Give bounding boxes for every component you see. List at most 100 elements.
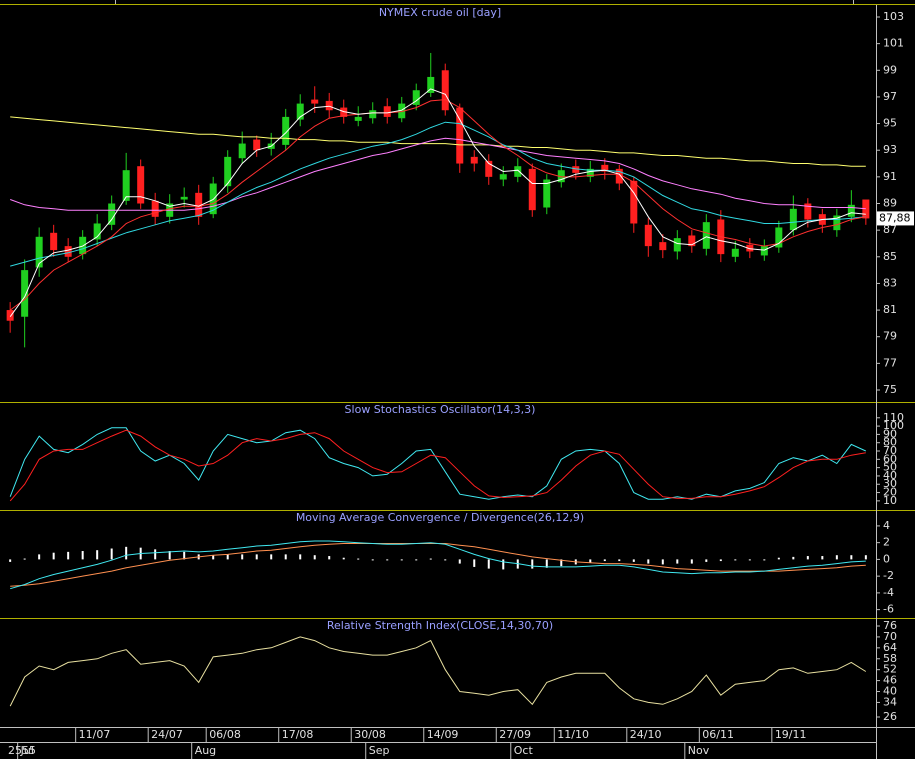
panel-title: Moving Average Convergence / Divergence(… bbox=[296, 511, 584, 524]
candle-body bbox=[441, 70, 449, 111]
x-tick-label: 06/11 bbox=[702, 728, 734, 741]
histogram-bar bbox=[270, 554, 273, 560]
y-tick-label: 70 bbox=[883, 444, 897, 457]
candle-body bbox=[688, 235, 696, 247]
plot-layer: 103 101 99 97 95 93 91 89 87 85 83 81 79 77 75 87,88 NYM… bbox=[6, 6, 914, 759]
histogram-bar bbox=[719, 559, 722, 562]
candle-body bbox=[354, 116, 362, 121]
y-tick-label: 81 bbox=[883, 303, 897, 316]
histogram-bar bbox=[342, 557, 345, 560]
candle-body bbox=[64, 246, 72, 257]
candle-body bbox=[180, 196, 188, 200]
histogram-bar bbox=[415, 559, 418, 561]
histogram-bar bbox=[487, 559, 490, 569]
histogram-bar bbox=[23, 558, 26, 560]
histogram-bar bbox=[168, 551, 171, 560]
candle-body bbox=[775, 227, 783, 248]
y-tick-label: 64 bbox=[883, 641, 897, 654]
candle-body bbox=[6, 310, 14, 321]
x-tick-label: 30/08 bbox=[354, 728, 386, 741]
histogram-bar bbox=[284, 554, 287, 560]
y-tick-label: 80 bbox=[883, 436, 897, 449]
candle-body bbox=[369, 110, 377, 119]
y-tick-label: 76 bbox=[883, 619, 897, 632]
y-tick-label: 2 bbox=[883, 536, 890, 549]
candle-body bbox=[108, 203, 116, 225]
candle-body bbox=[499, 174, 507, 180]
y-tick-label: 75 bbox=[883, 383, 897, 396]
histogram-bar bbox=[473, 559, 476, 567]
y-tick-label: 97 bbox=[883, 90, 897, 103]
y-tick-label: 10 bbox=[883, 494, 897, 507]
y-tick-label: 95 bbox=[883, 117, 897, 130]
candle-body bbox=[789, 208, 797, 231]
y-tick-label: 20 bbox=[883, 486, 897, 499]
histogram-bar bbox=[386, 559, 389, 561]
candle-body bbox=[731, 248, 739, 257]
y-tick-label: 89 bbox=[883, 197, 897, 210]
histogram-bar bbox=[81, 551, 84, 560]
histogram-bar bbox=[212, 555, 215, 560]
moving-average-line bbox=[10, 137, 866, 211]
y-tick-label: 85 bbox=[883, 250, 897, 263]
last-price-label: 87,88 bbox=[879, 211, 911, 224]
y-tick-label: 93 bbox=[883, 143, 897, 156]
histogram-bar bbox=[110, 548, 113, 560]
x-tick-label: 24/07 bbox=[151, 728, 183, 741]
candle-body bbox=[93, 223, 101, 240]
candle-body bbox=[253, 139, 261, 151]
histogram-bar bbox=[400, 559, 403, 561]
candle-body bbox=[760, 246, 768, 256]
candle-body bbox=[137, 166, 145, 204]
histogram-bar bbox=[371, 559, 374, 561]
y-tick-label: 87 bbox=[883, 223, 897, 236]
candle-body bbox=[79, 236, 87, 255]
y-tick-label: 4 bbox=[883, 519, 890, 532]
indicator-line bbox=[9, 429, 866, 502]
histogram-bar bbox=[589, 559, 592, 563]
y-tick-label: 101 bbox=[883, 37, 904, 50]
histogram-bar bbox=[96, 550, 99, 560]
candle-body bbox=[35, 236, 43, 268]
month-label: Sep bbox=[369, 744, 390, 757]
histogram-bar bbox=[52, 552, 55, 560]
y-tick-label: -6 bbox=[883, 603, 894, 616]
y-tick-label: 50 bbox=[883, 461, 897, 474]
y-tick-label: -2 bbox=[883, 569, 894, 582]
histogram-bar bbox=[661, 559, 664, 565]
candle-body bbox=[325, 100, 333, 111]
y-tick-label: 52 bbox=[883, 663, 897, 676]
histogram-bar bbox=[125, 546, 128, 560]
y-tick-label: 0 bbox=[883, 552, 890, 565]
histogram-bar bbox=[255, 554, 258, 560]
candle-body bbox=[296, 103, 304, 120]
candle-body bbox=[514, 166, 522, 177]
x-tick-label: 06/08 bbox=[209, 728, 241, 741]
moving-average-line bbox=[10, 121, 866, 267]
histogram-bar bbox=[618, 559, 621, 562]
candle-body bbox=[311, 99, 319, 104]
candle-body bbox=[557, 170, 565, 183]
y-tick-label: 77 bbox=[883, 356, 897, 369]
moving-average-line bbox=[10, 116, 866, 167]
candle-body bbox=[746, 244, 754, 252]
candle-body bbox=[862, 199, 870, 219]
candle-body bbox=[644, 224, 652, 247]
month-label: Jul bbox=[20, 744, 34, 757]
y-tick-label: 30 bbox=[883, 477, 897, 490]
x-tick-label: 27/09 bbox=[499, 728, 531, 741]
candle-body bbox=[528, 168, 536, 211]
y-tick-label: 91 bbox=[883, 170, 897, 183]
x-tick-label: 14/09 bbox=[427, 728, 459, 741]
candle-body bbox=[470, 156, 478, 164]
y-tick-label: 110 bbox=[883, 411, 904, 424]
y-tick-label: 46 bbox=[883, 674, 897, 687]
histogram-bar bbox=[429, 558, 432, 560]
candle-body bbox=[702, 222, 710, 249]
month-label: Nov bbox=[688, 744, 710, 757]
histogram-bar bbox=[357, 558, 360, 560]
candle-body bbox=[21, 270, 29, 317]
histogram-bar bbox=[9, 559, 12, 562]
histogram-bar bbox=[777, 557, 780, 560]
